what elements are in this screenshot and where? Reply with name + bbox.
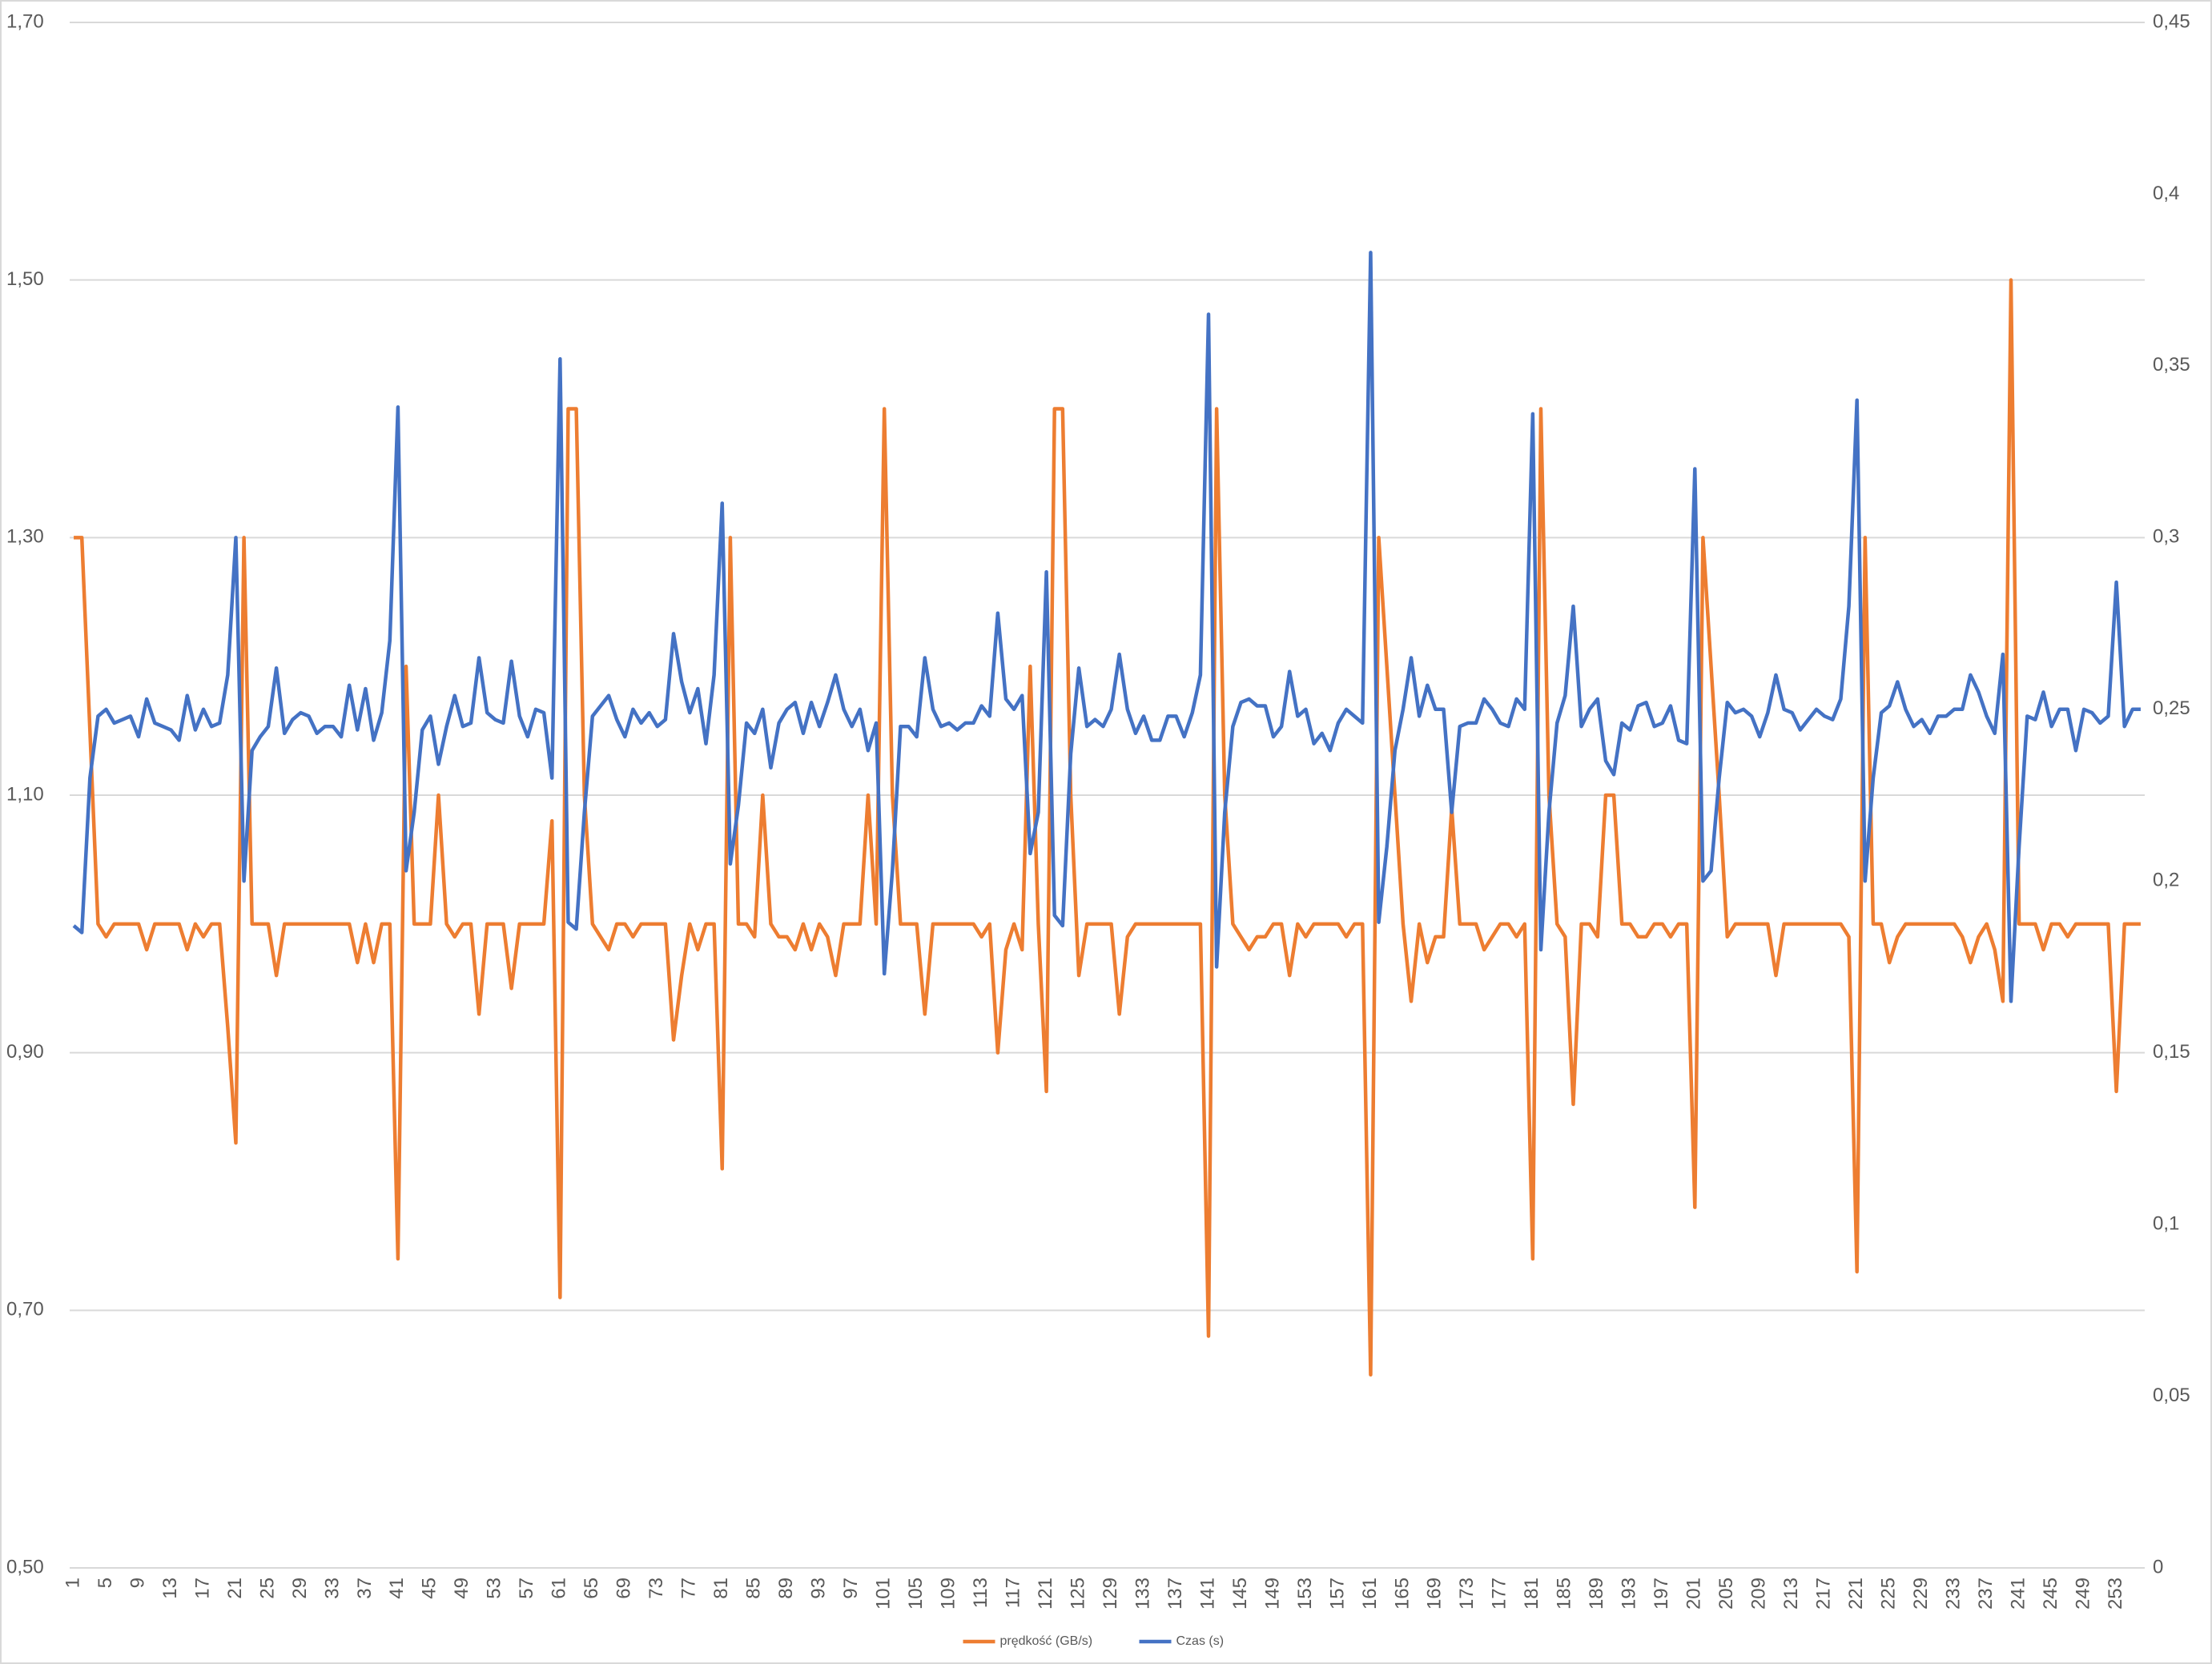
x-tick-label: 73: [646, 1578, 667, 1599]
x-tick-label: 45: [419, 1578, 440, 1599]
x-tick-label: 237: [1975, 1578, 1997, 1610]
x-tick-label: 105: [905, 1578, 927, 1610]
plot-area: [72, 251, 2141, 1377]
x-tick-label: 65: [581, 1578, 602, 1599]
y2-tick-label: 0,35: [2153, 354, 2190, 376]
x-tick-label: 165: [1391, 1578, 1413, 1610]
x-tick-label: 137: [1164, 1578, 1186, 1610]
x-tick-label: 125: [1067, 1578, 1088, 1610]
x-tick-label: 89: [775, 1578, 797, 1599]
x-tick-label: 33: [321, 1578, 343, 1599]
x-tick-label: 173: [1456, 1578, 1478, 1610]
x-tick-label: 185: [1554, 1578, 1575, 1610]
x-tick-label: 181: [1521, 1578, 1542, 1610]
x-tick-label: 157: [1326, 1578, 1348, 1610]
y-tick-label: 1,10: [6, 783, 44, 805]
x-tick-label: 229: [1910, 1578, 1932, 1610]
x-tick-label: 13: [159, 1578, 181, 1599]
x-tick-label: 97: [840, 1578, 862, 1599]
y2-tick-label: 0,45: [2153, 10, 2190, 32]
x-tick-label: 145: [1229, 1578, 1251, 1610]
x-tick-label: 189: [1586, 1578, 1607, 1610]
y2-tick-label: 0,3: [2153, 526, 2179, 548]
x-tick-label: 113: [970, 1578, 991, 1608]
y2-tick-label: 0,15: [2153, 1041, 2190, 1063]
x-tick-label: 117: [1002, 1578, 1024, 1608]
x-tick-label: 249: [2072, 1578, 2093, 1610]
x-tick-label: 161: [1359, 1578, 1381, 1610]
x-tick-label: 149: [1261, 1578, 1283, 1610]
series-line: [72, 251, 2141, 1003]
x-tick-label: 9: [127, 1578, 148, 1588]
x-tick-label: 93: [808, 1578, 830, 1599]
x-tick-label: 25: [256, 1578, 278, 1599]
y2-tick-label: 0,4: [2153, 183, 2179, 204]
y2-tick-label: 0,25: [2153, 697, 2190, 719]
x-tick-label: 37: [354, 1578, 376, 1599]
y-tick-label: 1,30: [6, 526, 44, 548]
axis-labels: 0,50 0,70 0,90 1,10 1,30 1,50 1,70 0 0,05 0,1 0,15…: [6, 10, 2190, 1648]
x-tick-label: 81: [710, 1578, 732, 1599]
x-tick-label: 153: [1294, 1578, 1316, 1610]
x-tick-label: 253: [2105, 1578, 2126, 1610]
x-tick-label: 5: [95, 1578, 116, 1588]
x-tick-label: 205: [1715, 1578, 1737, 1610]
x-tick-label: 209: [1748, 1578, 1770, 1610]
y2-tick-label: 0,1: [2153, 1212, 2179, 1234]
x-tick-label: 29: [289, 1578, 311, 1599]
x-tick-label: 121: [1035, 1578, 1056, 1610]
x-tick-label: 225: [1878, 1578, 1900, 1610]
x-tick-label: 201: [1683, 1578, 1705, 1610]
x-tick-label: 177: [1489, 1578, 1510, 1610]
x-tick-label: 217: [1813, 1578, 1835, 1610]
legend-label: Czas (s): [1176, 1634, 1225, 1648]
y2-tick-label: 0,2: [2153, 870, 2179, 891]
x-tick-label: 101: [873, 1578, 895, 1610]
y-tick-label: 1,70: [6, 10, 44, 32]
x-tick-label: 53: [484, 1578, 505, 1599]
y-tick-label: 0,90: [6, 1041, 44, 1063]
x-tick-label: 1: [62, 1578, 83, 1588]
x-tick-label: 213: [1780, 1578, 1802, 1610]
y2-tick-label: 0: [2153, 1556, 2163, 1578]
x-tick-label: 69: [613, 1578, 635, 1599]
y-tick-label: 0,50: [6, 1556, 44, 1578]
y-tick-label: 0,70: [6, 1299, 44, 1320]
x-tick-label: 169: [1424, 1578, 1446, 1610]
x-tick-label: 233: [1942, 1578, 1964, 1610]
x-tick-label: 141: [1196, 1578, 1218, 1610]
series-line: [74, 278, 2141, 1377]
x-tick-label: 193: [1619, 1578, 1640, 1610]
x-tick-label: 109: [937, 1578, 959, 1610]
x-tick-label: 17: [191, 1578, 213, 1599]
y2-tick-label: 0,05: [2153, 1385, 2190, 1406]
x-tick-label: 49: [451, 1578, 473, 1599]
x-tick-label: 221: [1845, 1578, 1867, 1610]
x-tick-label: 77: [678, 1578, 700, 1599]
x-tick-label: 133: [1132, 1578, 1153, 1610]
x-tick-label: 241: [2007, 1578, 2029, 1610]
x-tick-label: 197: [1651, 1578, 1672, 1610]
x-tick-label: 129: [1100, 1578, 1121, 1610]
x-tick-label: 61: [549, 1578, 570, 1599]
x-tick-label: 21: [224, 1578, 246, 1599]
legend-label: prędkość (GB/s): [1000, 1634, 1093, 1648]
y-tick-label: 1,50: [6, 268, 44, 290]
x-tick-label: 41: [386, 1578, 408, 1599]
x-tick-label: 245: [2040, 1578, 2061, 1610]
x-tick-label: 57: [516, 1578, 537, 1599]
x-tick-label: 85: [743, 1578, 765, 1599]
